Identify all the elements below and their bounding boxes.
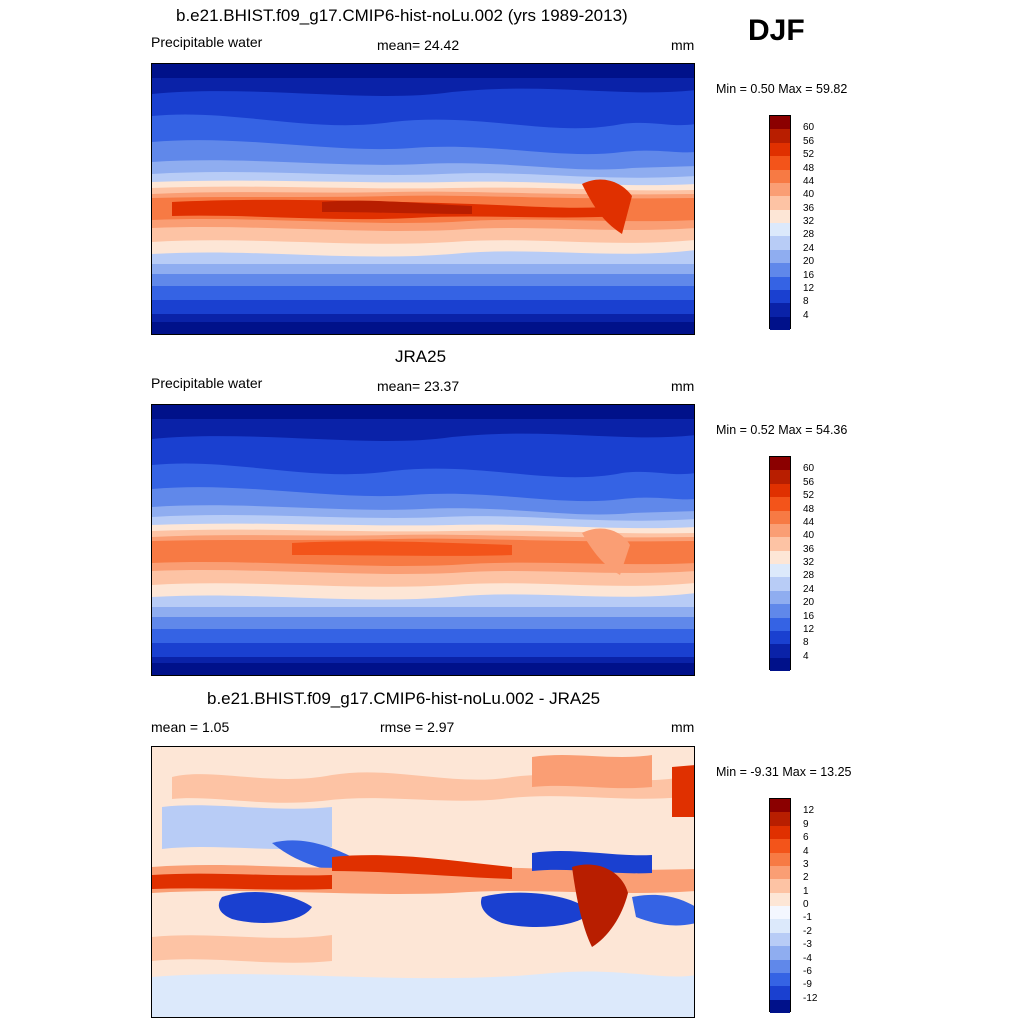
colorbar-tick-label: 2 xyxy=(803,872,809,884)
colorbar-tick-label: 6 xyxy=(803,832,809,844)
colorbar-tick-label: 4 xyxy=(803,845,809,857)
panel-2-mean-label: mean= 23.37 xyxy=(377,378,460,394)
colorbar-tick-label: 28 xyxy=(803,570,815,582)
panel-3-title: b.e21.BHIST.f09_g17.CMIP6-hist-noLu.002 … xyxy=(207,689,601,708)
panel-3-minmax: Min = -9.31 Max = 13.25 xyxy=(716,765,852,779)
colorbar-tick-label: 36 xyxy=(803,202,815,214)
colorbar-tick-label: -4 xyxy=(803,952,812,964)
panel-1-colorbar xyxy=(769,115,791,330)
panel-1-map xyxy=(151,63,695,335)
panel-2-minmax: Min = 0.52 Max = 54.36 xyxy=(716,423,848,437)
panel-3-rmse-label: rmse = 2.97 xyxy=(380,719,455,735)
colorbar-tick-label: 20 xyxy=(803,597,815,609)
colorbar-tick-label: 40 xyxy=(803,530,815,542)
colorbar-tick-label: 16 xyxy=(803,610,815,622)
colorbar-tick-label: 56 xyxy=(803,476,815,488)
panel-3-map xyxy=(151,746,695,1018)
panel-1-title: b.e21.BHIST.f09_g17.CMIP6-hist-noLu.002 … xyxy=(176,6,628,25)
panel-1-contour-map xyxy=(152,64,694,334)
colorbar-tick-label: 48 xyxy=(803,162,815,174)
colorbar-tick-label: 48 xyxy=(803,503,815,515)
panel-1-units-label: mm xyxy=(671,37,695,53)
colorbar-tick-label: -1 xyxy=(803,912,812,924)
colorbar-tick-label: 12 xyxy=(803,282,815,294)
colorbar-tick-label: 56 xyxy=(803,135,815,147)
colorbar-tick-label: 16 xyxy=(803,269,815,281)
panel-1-variable-label: Precipitable water xyxy=(151,34,263,50)
panel-2-map xyxy=(151,404,695,676)
panel-2-variable-label: Precipitable water xyxy=(151,375,263,391)
panel-3-units-label: mm xyxy=(671,719,695,735)
colorbar-tick-label: 60 xyxy=(803,463,815,475)
panel-2-units-label: mm xyxy=(671,378,695,394)
colorbar-tick-label: 12 xyxy=(803,623,815,635)
colorbar-tick-label: 1 xyxy=(803,885,809,897)
colorbar-tick-label: -9 xyxy=(803,979,812,991)
colorbar-tick-label: 3 xyxy=(803,858,809,870)
colorbar-tick-label: 32 xyxy=(803,216,815,227)
colorbar-tick-label: 12 xyxy=(803,805,815,817)
panel-2-title: JRA25 xyxy=(395,347,447,366)
colorbar-tick-label: 4 xyxy=(803,650,809,662)
colorbar-tick-label: 52 xyxy=(803,490,815,502)
colorbar-tick-label: 36 xyxy=(803,543,815,555)
panel-2-colorbar xyxy=(769,456,791,671)
colorbar-tick-label: 4 xyxy=(803,309,809,321)
colorbar-tick-label: 8 xyxy=(803,296,809,308)
colorbar-tick-label: 60 xyxy=(803,122,815,134)
panel-3-mean-label: mean = 1.05 xyxy=(151,719,230,735)
panel-1-mean-label: mean= 24.42 xyxy=(377,37,460,53)
colorbar-tick-label: 8 xyxy=(803,637,809,649)
colorbar-tick-label: 52 xyxy=(803,149,815,161)
panel-3-contour-map xyxy=(152,747,694,1017)
colorbar-tick-label: -3 xyxy=(803,939,812,951)
colorbar-tick-label: 24 xyxy=(803,583,815,595)
panel-2-contour-map xyxy=(152,405,694,675)
season-label: DJF xyxy=(748,14,805,47)
colorbar-tick-label: 44 xyxy=(803,175,815,187)
colorbar-tick-label: 24 xyxy=(803,242,815,254)
colorbar-tick-label: 40 xyxy=(803,189,815,201)
colorbar-tick-label: -2 xyxy=(803,925,812,937)
panel-1-minmax: Min = 0.50 Max = 59.82 xyxy=(716,82,848,96)
colorbar-tick-label: 9 xyxy=(803,818,809,830)
colorbar-tick-label: 28 xyxy=(803,229,815,241)
colorbar-tick-label: 0 xyxy=(803,899,809,910)
colorbar-tick-label: 44 xyxy=(803,516,815,528)
colorbar-tick-label: -12 xyxy=(803,992,818,1004)
colorbar-tick-label: 32 xyxy=(803,557,815,568)
panel-3-colorbar xyxy=(769,798,791,1013)
colorbar-tick-label: 20 xyxy=(803,256,815,268)
colorbar-tick-label: -6 xyxy=(803,965,812,977)
